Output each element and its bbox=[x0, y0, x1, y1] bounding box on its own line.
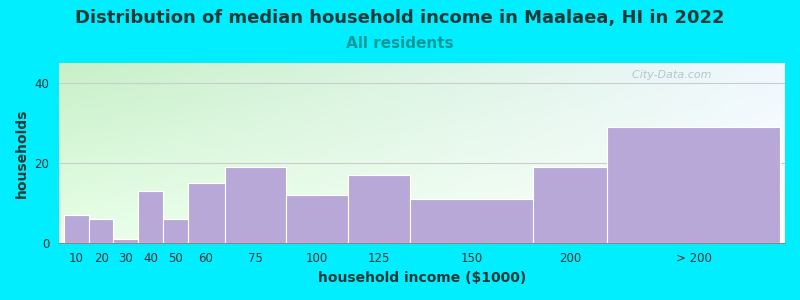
Bar bbox=[348, 175, 410, 243]
Bar bbox=[64, 215, 89, 243]
Bar bbox=[114, 239, 138, 243]
Bar bbox=[410, 199, 533, 243]
Text: City-Data.com: City-Data.com bbox=[626, 70, 712, 80]
Bar bbox=[286, 195, 348, 243]
Bar bbox=[163, 219, 187, 243]
Text: Distribution of median household income in Maalaea, HI in 2022: Distribution of median household income … bbox=[75, 9, 725, 27]
Bar bbox=[225, 167, 286, 243]
Bar bbox=[138, 191, 163, 243]
X-axis label: household income ($1000): household income ($1000) bbox=[318, 271, 526, 285]
Bar bbox=[533, 167, 607, 243]
Y-axis label: households: households bbox=[15, 108, 29, 197]
Bar bbox=[607, 127, 780, 243]
Bar bbox=[89, 219, 114, 243]
Text: All residents: All residents bbox=[346, 36, 454, 51]
Bar bbox=[187, 183, 225, 243]
